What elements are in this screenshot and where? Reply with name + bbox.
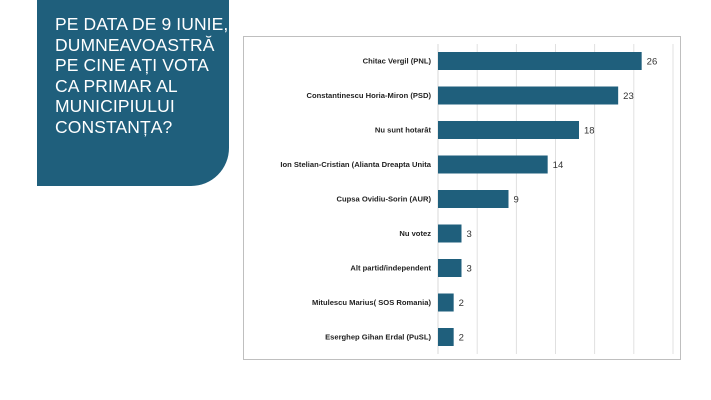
data-label: 2	[459, 298, 464, 309]
category-label: Alt partid/independent	[350, 264, 431, 273]
data-label: 3	[467, 229, 472, 240]
question-line: PE CINE AȚI VOTA	[55, 55, 209, 75]
data-label: 14	[553, 160, 564, 171]
data-label: 26	[647, 56, 658, 67]
question-title: PE DATA DE 9 IUNIE, DUMNEAVOASTRĂ PE CINE …	[55, 14, 230, 137]
bars	[438, 52, 642, 346]
category-label: Nu votez	[399, 229, 431, 238]
bar	[438, 328, 454, 346]
data-label: 23	[623, 91, 634, 102]
bar	[438, 121, 579, 139]
bar	[438, 224, 462, 243]
data-label: 2	[459, 332, 464, 343]
bar-chart: Chitac Vergil (PNL) 26 Constantinescu Hori…	[280, 44, 674, 354]
data-label: 18	[584, 125, 595, 136]
question-line: CONSTANȚA?	[55, 116, 173, 137]
bar	[438, 293, 454, 312]
category-label: Eserghep Gihan Erdal (PuSL)	[325, 333, 431, 342]
question-line: DUMNEAVOASTRĂ	[55, 34, 215, 55]
bar	[438, 259, 462, 277]
category-label: Mitulescu Marius( SOS Romania)	[312, 298, 431, 307]
question-line: CA PRIMAR AL	[55, 75, 178, 96]
category-label: Constantinescu Horia-Miron (PSD)	[307, 91, 432, 100]
data-label: 9	[514, 194, 519, 205]
bar	[438, 86, 619, 105]
question-panel	[37, 0, 229, 186]
bar	[438, 155, 548, 174]
question-line: PE DATA DE 9 IUNIE,	[55, 14, 229, 34]
data-label: 3	[467, 263, 472, 274]
category-label: Ion Stelian-Cristian (Alianta Dreapta Un…	[280, 160, 431, 169]
labels: Chitac Vergil (PNL) 26 Constantinescu Hori…	[280, 56, 657, 343]
category-label: Nu sunt hotarât	[375, 126, 432, 135]
category-label: Chitac Vergil (PNL)	[363, 57, 432, 66]
question-line: MUNICIPIULUI	[55, 96, 175, 116]
bar	[438, 190, 509, 208]
category-label: Cupsa Ovidiu-Sorin (AUR)	[337, 195, 432, 204]
bar	[438, 52, 642, 70]
